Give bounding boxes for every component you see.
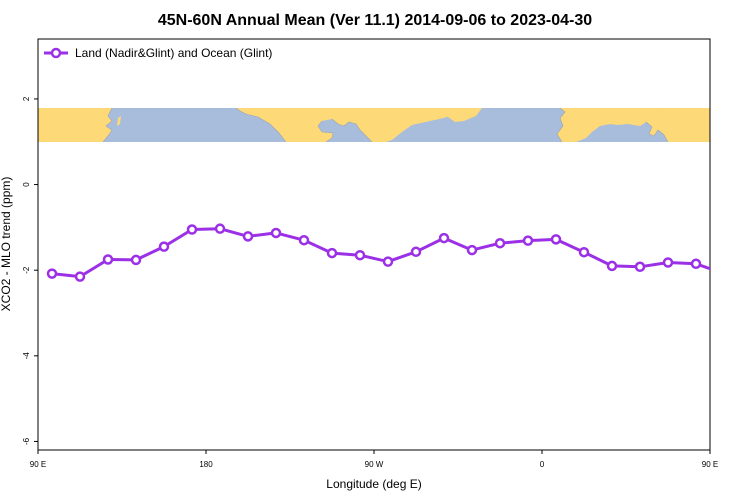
x-tick-label: 90 E [30,460,46,469]
data-point [186,224,198,235]
legend: Land (Nadir&Glint) and Ocean (Glint) [44,46,272,60]
data-point [606,260,618,272]
legend-marker-swatch [50,47,62,59]
data-point [46,268,58,279]
data-point [214,223,226,234]
data-point [158,241,170,252]
data-point [522,235,534,246]
x-tick-label: 90 W [365,460,384,469]
y-axis: 2 0 -2 -4 -6 [22,96,38,445]
data-point [354,249,366,261]
world-map-band [38,108,710,142]
data-point [550,234,562,245]
data-point [634,261,646,273]
data-point [102,254,114,265]
data-point [466,244,478,256]
data-point [74,271,86,282]
data-point [662,257,674,268]
x-tick-label: 0 [540,460,545,469]
x-tick-label: 90 E [702,460,718,469]
y-tick-label: 0 [22,182,31,187]
data-point [720,270,728,278]
legend-label: Land (Nadir&Glint) and Ocean (Glint) [75,46,272,60]
data-point [130,254,142,266]
chart-title: 45N-60N Annual Mean (Ver 11.1) 2014-09-0… [158,12,592,29]
y-axis-label: XCO2 - MLO trend (ppm) [0,177,13,312]
data-point [410,246,422,258]
data-point [438,232,450,244]
y-tick-label: -6 [22,437,31,445]
y-tick-label: 2 [22,96,31,101]
y-tick-label: -4 [22,352,31,360]
data-point [326,247,338,259]
data-point [382,256,394,267]
map-outlines [102,108,669,142]
data-point [690,258,702,270]
x-tick-label: 180 [199,460,213,469]
data-point [242,231,254,242]
plot-frame [37,38,711,451]
series-layer [46,223,728,282]
series-line [51,227,710,279]
x-axis-label: Longitude (deg E) [326,477,421,491]
data-point [578,246,590,258]
data-point [494,237,506,249]
data-point [270,227,282,239]
y-tick-label: -2 [22,266,31,274]
x-axis: 90 E 180 90 W 0 90 E [30,450,718,469]
data-point [298,234,310,246]
